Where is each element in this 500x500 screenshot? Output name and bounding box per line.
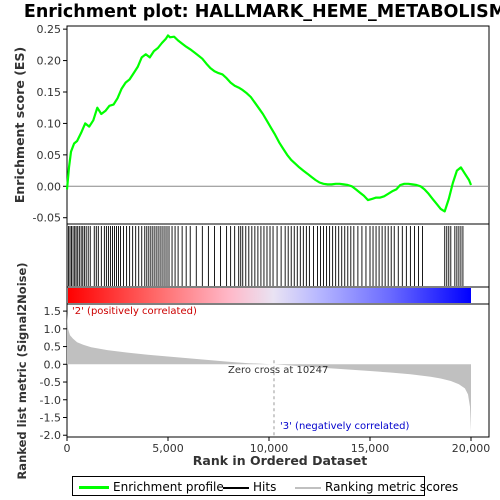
enrichment-profile-line bbox=[65, 34, 473, 213]
metric-y-axis-title: Ranked list metric (Signal2Noise) bbox=[15, 262, 29, 479]
es-y-axis: 0.25 0.20 0.15 0.10 0.05 0.00 -0.05 bbox=[33, 23, 67, 225]
legend-item-ranking-metric: Ranking metric scores bbox=[295, 479, 458, 495]
es-panel: 0.25 0.20 0.15 0.10 0.05 0.00 -0.05 Enrichment… bbox=[12, 23, 490, 225]
chart-title: Enrichment plot: HALLMARK_HEME_METABOLIS… bbox=[24, 2, 500, 22]
x-axis-title: Rank in Ordered Dataset bbox=[193, 453, 367, 468]
metric-x-axis: 0 5,000 10,000 15,000 20,000 bbox=[64, 437, 491, 455]
negative-correlation-label: '3' (negatively correlated) bbox=[280, 421, 409, 432]
metric-panel-frame bbox=[66, 303, 490, 438]
es-y-tick-label: -0.05 bbox=[33, 212, 61, 225]
legend-swatch-metric bbox=[295, 486, 321, 489]
x-tick-label: 0 bbox=[64, 442, 71, 455]
metric-y-tick-label: 0.0 bbox=[44, 358, 62, 371]
es-y-axis-title: Enrichment score (ES) bbox=[12, 47, 27, 203]
metric-y-tick-label: -1.0 bbox=[40, 394, 61, 407]
es-y-tick-label: 0.15 bbox=[37, 86, 62, 99]
x-tick-label: 20,000 bbox=[452, 442, 491, 455]
x-tick-label: 15,000 bbox=[351, 442, 390, 455]
es-y-tick-label: 0.25 bbox=[37, 23, 62, 36]
legend-item-hits: Hits bbox=[223, 479, 276, 495]
legend-label-metric: Ranking metric scores bbox=[325, 480, 459, 494]
metric-y-tick-label: 1.0 bbox=[44, 323, 62, 336]
es-panel-frame bbox=[66, 25, 490, 225]
hits-panel bbox=[66, 223, 490, 288]
hit-markers bbox=[68, 226, 464, 286]
es-y-tick-label: 0.05 bbox=[37, 149, 62, 162]
x-tick-label: 5,000 bbox=[152, 442, 184, 455]
metric-y-tick-label: -2.0 bbox=[40, 429, 61, 442]
ranking-metric-area bbox=[67, 312, 471, 432]
legend: Enrichment profile Hits Ranking metric s… bbox=[72, 476, 458, 496]
legend-swatch-hits bbox=[223, 486, 249, 489]
legend-swatch-profile bbox=[79, 486, 109, 489]
zero-cross-label: Zero cross at 10247 bbox=[228, 365, 328, 376]
x-tick-label: 10,000 bbox=[250, 442, 289, 455]
legend-item-enrichment-profile: Enrichment profile bbox=[79, 479, 224, 495]
es-y-tick-label: 0.10 bbox=[37, 117, 62, 130]
positive-correlation-label: '2' (positively correlated) bbox=[72, 306, 197, 317]
legend-label-profile: Enrichment profile bbox=[113, 480, 224, 494]
metric-panel: 1.5 1.0 0.5 0.0 -0.5 -1.0 -1.5 -2.0 0 5,000 10,00… bbox=[15, 262, 490, 479]
metric-y-tick-label: -1.5 bbox=[40, 411, 61, 424]
metric-y-tick-label: 1.5 bbox=[44, 305, 62, 318]
hits-panel-frame bbox=[66, 223, 490, 288]
es-y-tick-label: 0.00 bbox=[37, 180, 62, 193]
metric-y-tick-label: 0.5 bbox=[44, 341, 62, 354]
es-y-tick-label: 0.20 bbox=[37, 55, 62, 68]
legend-label-hits: Hits bbox=[253, 480, 277, 494]
metric-y-tick-label: -0.5 bbox=[40, 376, 61, 389]
metric-y-axis: 1.5 1.0 0.5 0.0 -0.5 -1.0 -1.5 -2.0 bbox=[40, 305, 67, 442]
rank-gradient-fill bbox=[68, 288, 471, 303]
